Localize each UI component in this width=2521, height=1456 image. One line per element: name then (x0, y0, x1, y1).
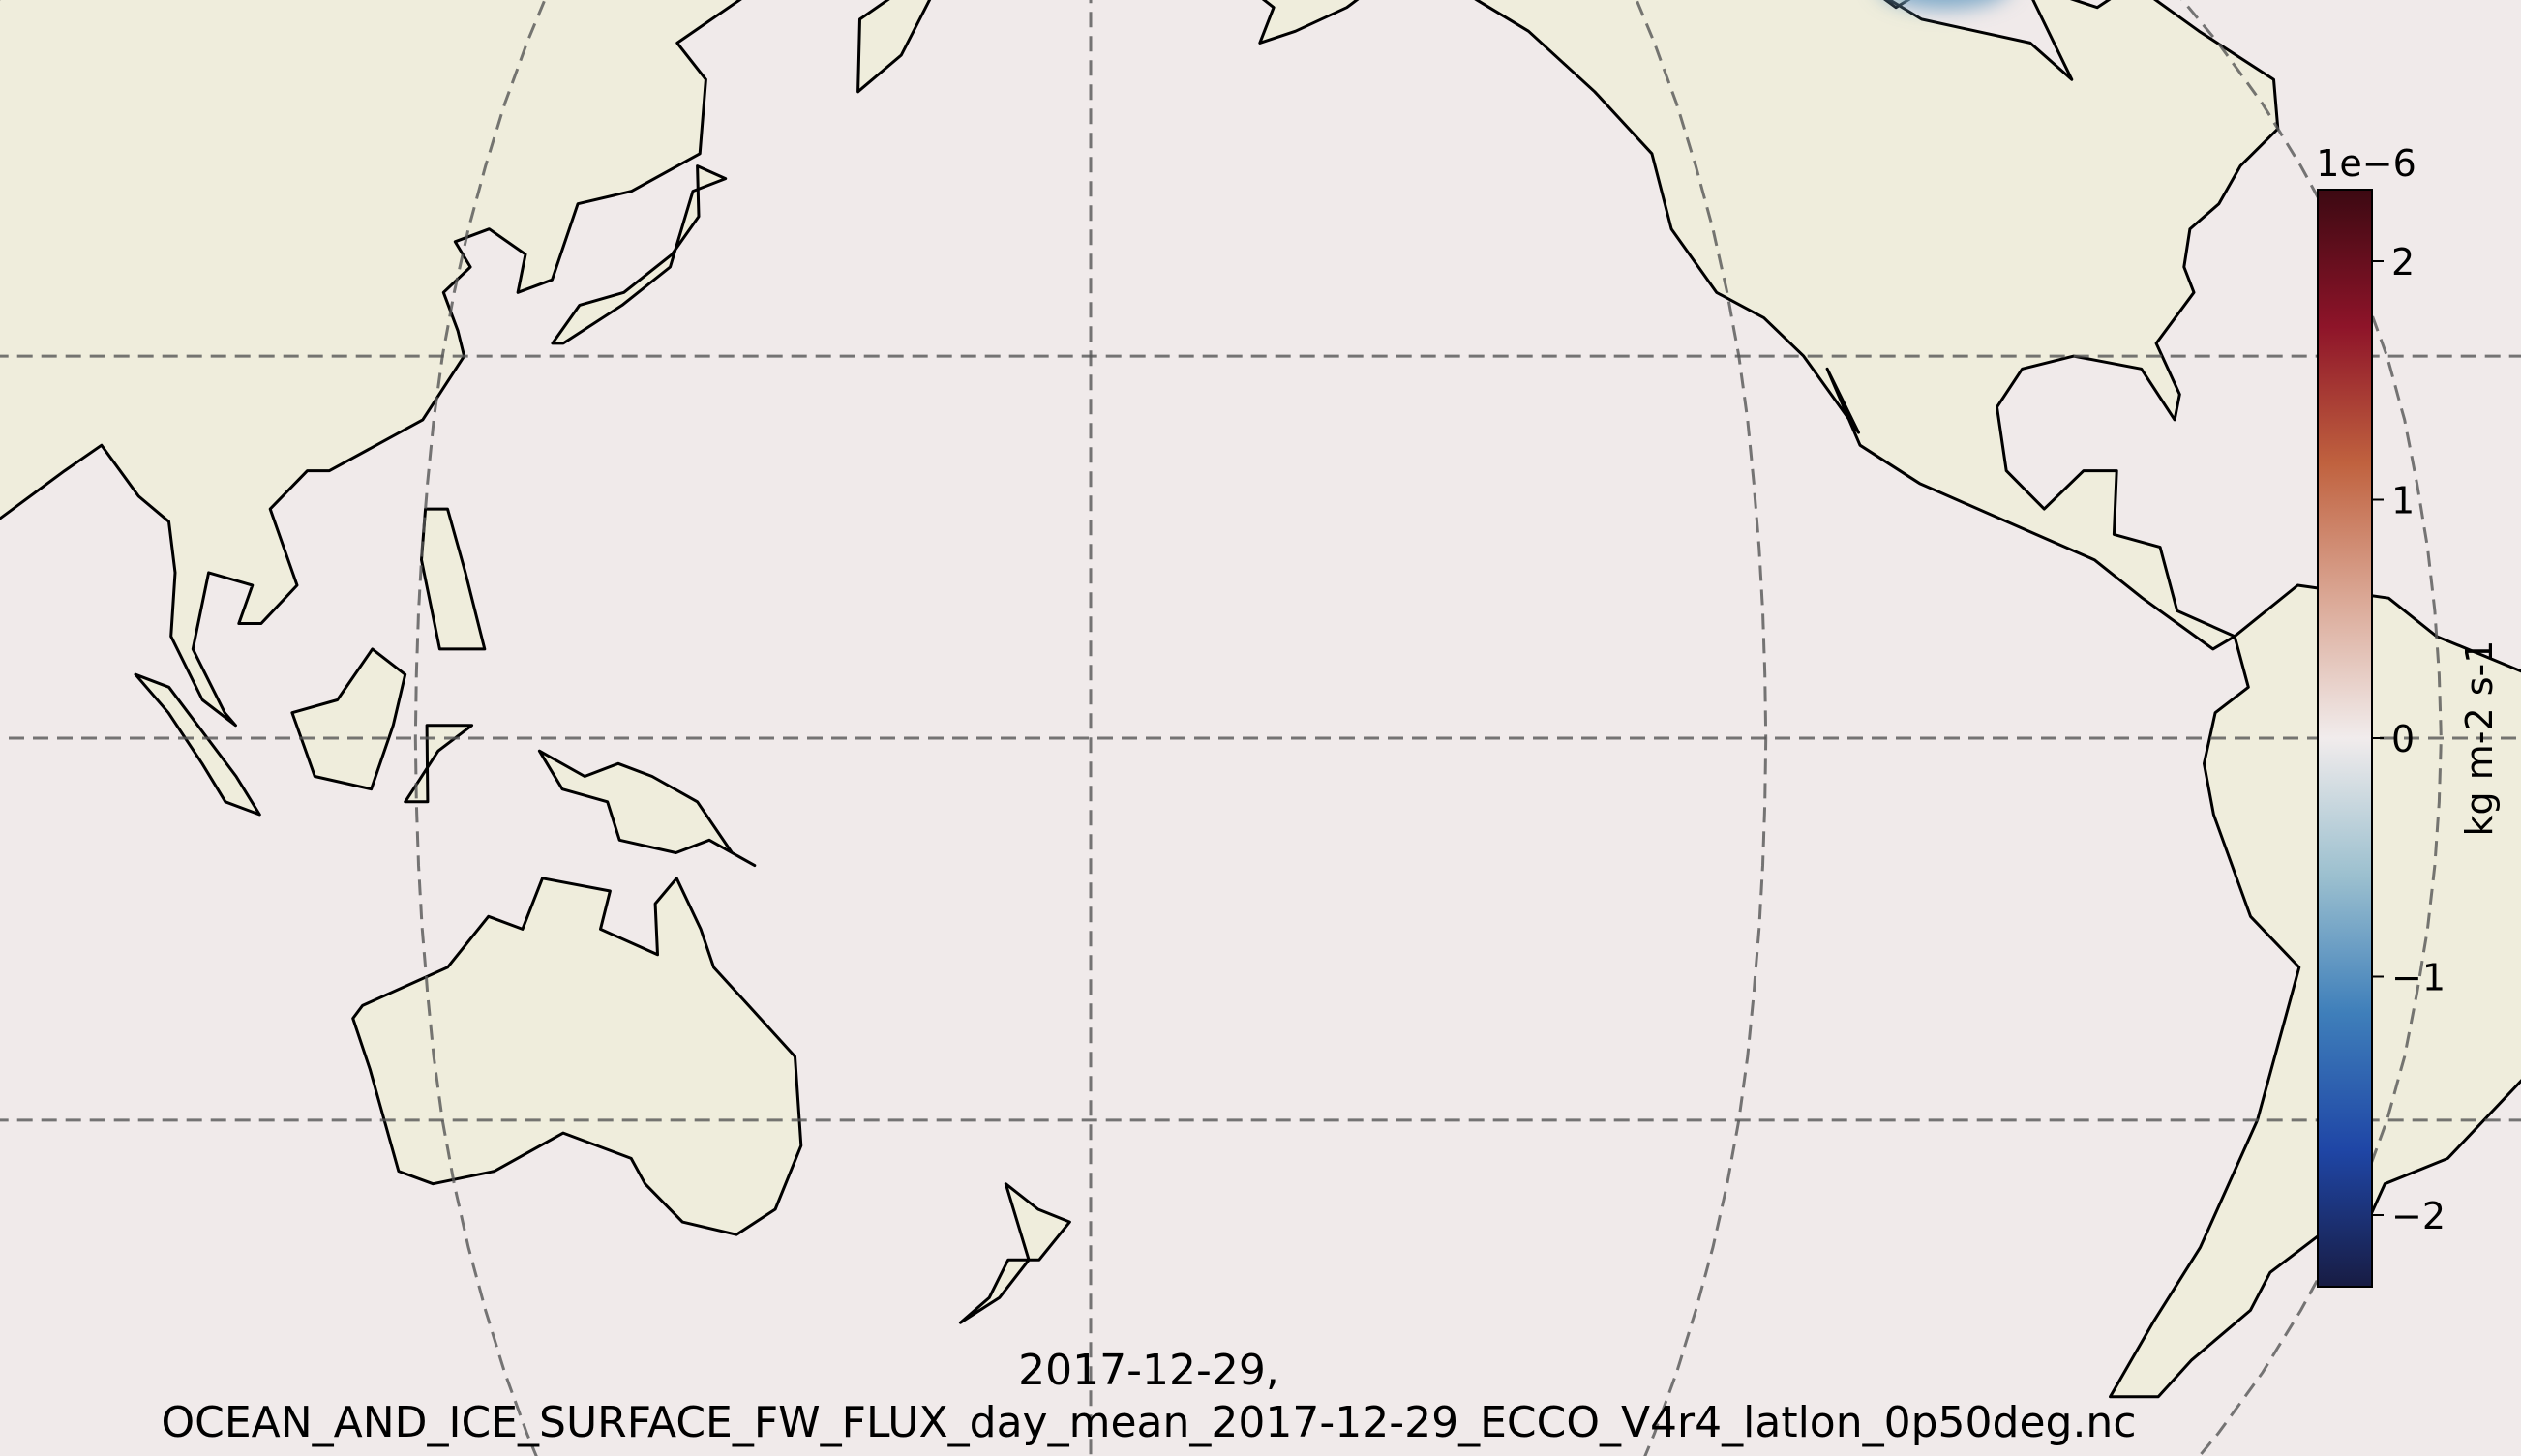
colorbar-tick-label: 0 (2391, 718, 2415, 760)
colorbar-tick-label: 1 (2391, 480, 2415, 522)
colorbar-bar (2317, 189, 2373, 1288)
land-australia (351, 877, 803, 1236)
land-sulawesi (404, 724, 474, 804)
land-north-america (1190, 0, 2280, 651)
colorbar-tick-label: 2 (2391, 241, 2415, 283)
land-japan (551, 164, 728, 345)
land-new-zealand (958, 1182, 1071, 1324)
caption-date: 2017-12-29, (1018, 1346, 1279, 1395)
land-eurasia (0, 0, 1152, 728)
caption-filename: OCEAN_AND_ICE_SURFACE_FW_FLUX_day_mean_2… (161, 1398, 2136, 1447)
gridline-lon--120 (1612, 0, 1768, 1456)
colorbar-tick-label: −2 (2391, 1195, 2446, 1237)
colorbar-tick-label: −1 (2391, 957, 2446, 999)
land-borneo (290, 647, 407, 791)
colorbar-ticks: −2 −1 0 1 2 (2372, 241, 2446, 1237)
colorbar: 1e−6 −2 −1 0 1 2 kg m-2 s-1 (2316, 142, 2501, 1288)
gridline-lon-120 (413, 0, 569, 1456)
land-philippines (420, 507, 487, 651)
land-sumatra (134, 672, 261, 817)
colorbar-label: kg m-2 s-1 (2458, 640, 2501, 837)
land-new-guinea (537, 749, 757, 868)
colorbar-offset-text: 1e−6 (2316, 142, 2416, 185)
